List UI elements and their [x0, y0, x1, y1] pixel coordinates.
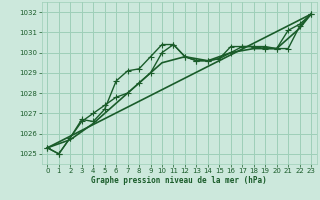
X-axis label: Graphe pression niveau de la mer (hPa): Graphe pression niveau de la mer (hPa) — [91, 176, 267, 185]
